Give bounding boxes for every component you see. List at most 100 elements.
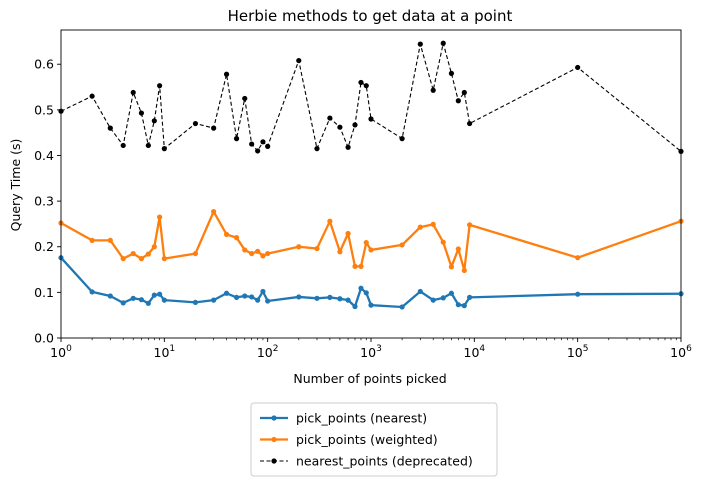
data-point <box>265 298 271 304</box>
data-point <box>575 64 581 71</box>
legend-marker <box>271 458 277 464</box>
legend: pick_points (nearest) pick_points (weight… <box>250 402 498 477</box>
data-point <box>120 142 126 149</box>
legend-label: pick_points (weighted) <box>296 432 438 447</box>
data-point <box>345 230 351 237</box>
x-tick-label: 100 <box>50 344 72 360</box>
data-point <box>417 224 423 230</box>
data-point <box>440 239 446 245</box>
data-point <box>358 263 364 269</box>
legend-marker <box>271 436 277 443</box>
data-point <box>467 120 473 127</box>
data-point <box>352 122 358 128</box>
data-point <box>399 242 405 248</box>
data-point <box>242 293 248 299</box>
data-point <box>249 250 255 257</box>
data-point <box>314 146 320 152</box>
data-point <box>345 144 351 150</box>
data-point <box>327 115 333 121</box>
data-point <box>417 41 423 47</box>
legend-entry: pick_points (nearest) <box>260 411 427 426</box>
data-point <box>223 290 230 296</box>
data-point <box>192 299 199 306</box>
data-point <box>363 240 369 246</box>
data-point <box>440 40 446 46</box>
y-tick-label: 0.3 <box>34 194 54 209</box>
data-point <box>233 294 240 300</box>
series-layer <box>58 40 684 310</box>
x-tick-label: 101 <box>154 344 176 360</box>
series-line <box>60 210 682 272</box>
data-point <box>211 125 217 131</box>
data-point <box>249 294 255 300</box>
y-tick-label: 0.1 <box>34 285 54 300</box>
x-tick-label: 102 <box>257 344 279 360</box>
y-tick-label: 0.0 <box>34 331 54 346</box>
data-point <box>461 303 467 309</box>
data-point <box>448 290 455 296</box>
data-point <box>430 221 436 227</box>
data-point <box>417 288 423 295</box>
legend-entry: nearest_points (deprecated) <box>260 454 473 469</box>
data-point <box>448 264 455 270</box>
data-point <box>455 246 461 252</box>
legend-marker <box>271 415 277 421</box>
data-point <box>314 295 320 301</box>
series-line <box>60 256 682 309</box>
data-point <box>138 297 145 303</box>
data-point <box>461 267 467 274</box>
data-point <box>249 141 255 147</box>
series-line <box>60 42 682 152</box>
data-point <box>157 214 163 220</box>
data-point <box>461 89 467 96</box>
data-point <box>138 256 145 262</box>
x-axis-label: Number of points picked <box>293 371 446 386</box>
data-point <box>260 253 266 259</box>
y-tick-label: 0.5 <box>34 102 54 117</box>
data-point <box>440 295 446 301</box>
data-point <box>223 71 230 77</box>
data-point <box>265 250 271 257</box>
data-point <box>352 303 358 310</box>
data-point <box>448 70 455 76</box>
data-point <box>430 297 436 303</box>
data-point <box>107 293 113 299</box>
data-point <box>107 125 113 131</box>
legend-label: nearest_points (deprecated) <box>296 454 473 469</box>
data-point <box>130 89 136 96</box>
data-point <box>260 139 266 145</box>
data-point <box>233 235 240 241</box>
data-point <box>151 118 157 124</box>
data-point <box>161 256 167 262</box>
legend-box <box>250 402 498 477</box>
data-point <box>363 290 369 296</box>
data-point <box>296 294 302 300</box>
legend-label: pick_points (nearest) <box>296 411 427 426</box>
data-point <box>130 250 136 257</box>
data-point <box>314 245 320 252</box>
data-point <box>145 251 151 257</box>
series-1 <box>58 255 684 310</box>
x-tick-label: 105 <box>567 344 589 360</box>
data-point <box>255 248 261 254</box>
data-point <box>242 247 248 253</box>
data-point <box>107 237 113 243</box>
data-point <box>192 250 199 257</box>
data-point <box>368 302 374 308</box>
y-axis-label: Query Time (s) <box>8 139 23 232</box>
data-point <box>242 95 248 102</box>
data-point <box>467 294 473 300</box>
y-tick-label: 0.4 <box>34 148 54 163</box>
data-point <box>130 295 136 301</box>
data-point <box>157 83 163 89</box>
data-point <box>211 209 217 215</box>
data-point <box>327 218 333 224</box>
data-point <box>89 93 95 99</box>
data-point <box>455 302 461 308</box>
data-point <box>89 237 95 243</box>
data-point <box>151 244 157 250</box>
data-point <box>327 294 333 300</box>
data-point <box>358 285 364 291</box>
data-point <box>467 222 473 228</box>
